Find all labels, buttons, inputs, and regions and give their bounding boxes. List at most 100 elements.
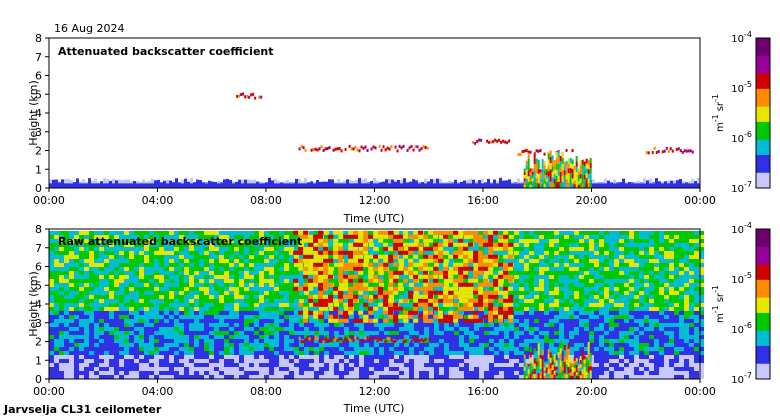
noise-cell <box>524 267 529 271</box>
precip-cell <box>549 150 552 157</box>
noise-cell <box>424 355 429 359</box>
noise-cell <box>194 359 199 363</box>
noise-cell <box>139 335 144 339</box>
noise-cell <box>204 363 209 367</box>
noise-cell <box>99 287 104 291</box>
precip-cell <box>555 157 558 164</box>
noise-cell <box>149 335 154 339</box>
cloud-cell <box>396 149 399 153</box>
noise-cell <box>464 239 469 243</box>
noise-cell <box>279 235 284 239</box>
cloud-cell <box>657 150 660 154</box>
noise-cell <box>64 367 69 371</box>
noise-cell <box>184 359 189 363</box>
noise-cell <box>574 307 579 311</box>
noise-cell <box>314 307 319 311</box>
noise-cell <box>474 331 479 335</box>
noise-cell <box>289 255 294 259</box>
precip-cell <box>563 161 566 167</box>
noise-cell <box>54 367 59 371</box>
y-tick-label: 3 <box>35 126 42 139</box>
noise-cell <box>139 283 144 287</box>
noise-cell <box>359 327 364 331</box>
noise-cell <box>439 371 444 375</box>
noise-cell <box>239 363 244 367</box>
noise-cell <box>64 271 69 275</box>
noise-cell <box>234 243 239 247</box>
noise-cell <box>599 307 604 311</box>
surface-cell <box>241 179 244 184</box>
surface-cell <box>502 180 505 184</box>
noise-cell <box>229 283 234 287</box>
noise-cell <box>64 343 69 347</box>
noise-cell <box>589 247 594 251</box>
noise-cell <box>554 319 559 323</box>
noise-cell <box>529 263 534 267</box>
noise-cell <box>544 307 549 311</box>
noise-cell <box>269 339 274 343</box>
noise-cell <box>264 307 269 311</box>
noise-cell <box>99 323 104 327</box>
surface-cell <box>157 179 160 184</box>
noise-cell <box>179 319 184 323</box>
noise-cell <box>424 367 429 371</box>
noise-cell <box>619 343 624 347</box>
noise-cell <box>584 299 589 303</box>
noise-cell <box>439 347 444 351</box>
noise-cell <box>279 287 284 291</box>
noise-cell <box>144 283 149 287</box>
noise-cell <box>569 271 574 275</box>
noise-cell <box>49 251 54 255</box>
noise-cell <box>284 311 289 315</box>
noise-cell <box>89 259 94 263</box>
noise-cell <box>179 335 184 339</box>
noise-cell <box>354 371 359 375</box>
noise-cell <box>69 231 74 235</box>
noise-cell <box>399 295 404 299</box>
surface-cell <box>316 180 319 184</box>
noise-cell <box>359 359 364 363</box>
noise-cell <box>599 339 604 343</box>
noise-cell <box>109 311 114 315</box>
noise-cell <box>89 275 94 279</box>
cloud-cell <box>521 150 524 154</box>
noise-cell <box>84 327 89 331</box>
noise-cell <box>239 263 244 267</box>
noise-cell <box>219 287 224 291</box>
noise-cell <box>144 275 149 279</box>
noise-cell <box>584 311 589 315</box>
cloud-cell <box>565 148 568 152</box>
noise-cell <box>394 259 399 263</box>
noise-cell <box>319 363 324 367</box>
noise-cell <box>404 363 409 367</box>
noise-cell <box>169 303 174 307</box>
precip-cell <box>577 181 580 185</box>
noise-cell <box>479 279 484 283</box>
noise-cell <box>374 351 379 355</box>
noise-cell <box>149 315 154 319</box>
noise-cell <box>149 263 154 267</box>
noise-cell <box>179 343 184 347</box>
noise-cell <box>199 271 204 275</box>
noise-cell <box>174 319 179 323</box>
precip-cell <box>581 164 584 170</box>
noise-cell <box>314 355 319 359</box>
noise-cell <box>194 327 199 331</box>
noise-cell <box>159 331 164 335</box>
noise-cell <box>174 291 179 295</box>
noise-cell <box>79 251 84 255</box>
noise-cell <box>614 359 619 363</box>
noise-cell <box>574 231 579 235</box>
precip-cell <box>589 182 592 188</box>
noise-cell <box>574 283 579 287</box>
noise-cell <box>224 307 229 311</box>
noise-cell <box>299 295 304 299</box>
colorbar-tick-label: 10-5 <box>731 80 752 95</box>
precip-cell <box>531 184 534 188</box>
noise-cell <box>144 323 149 327</box>
noise-cell <box>604 363 609 367</box>
precip-cell <box>573 184 576 188</box>
noise-cell <box>354 363 359 367</box>
noise-cell <box>519 355 524 359</box>
precip-cell <box>537 159 540 165</box>
